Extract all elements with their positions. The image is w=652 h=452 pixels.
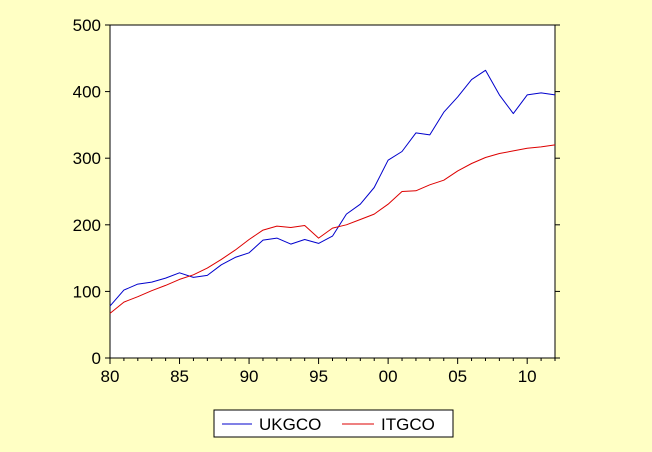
x-tick-label: 05 <box>448 367 467 386</box>
y-tick-label: 300 <box>73 149 101 168</box>
x-tick-label: 00 <box>379 367 398 386</box>
series-line-itgco <box>109 144 556 314</box>
y-tick-label: 500 <box>73 16 101 35</box>
legend-label-ukgco: UKGCO <box>259 415 321 434</box>
x-tick-label: 95 <box>309 367 328 386</box>
y-tick-label: 100 <box>73 282 101 301</box>
series-line-ukgco <box>109 69 556 307</box>
legend-box <box>213 409 454 438</box>
y-axis: 0 100 200 300 400 500 <box>73 16 560 368</box>
y-tick-label: 200 <box>73 216 101 235</box>
legend: UKGCO ITGCO <box>213 409 454 438</box>
legend-label-itgco: ITGCO <box>381 415 435 434</box>
y-tick-label: 0 <box>92 349 101 368</box>
x-tick-label: 80 <box>101 367 120 386</box>
x-tick-label: 85 <box>170 367 189 386</box>
x-tick-label: 10 <box>518 367 537 386</box>
x-tick-label: 90 <box>240 367 259 386</box>
x-axis: 80 85 90 95 00 05 10 <box>101 358 556 386</box>
plot-area <box>109 24 556 359</box>
series-lines <box>109 69 556 314</box>
y-tick-label: 400 <box>73 83 101 102</box>
